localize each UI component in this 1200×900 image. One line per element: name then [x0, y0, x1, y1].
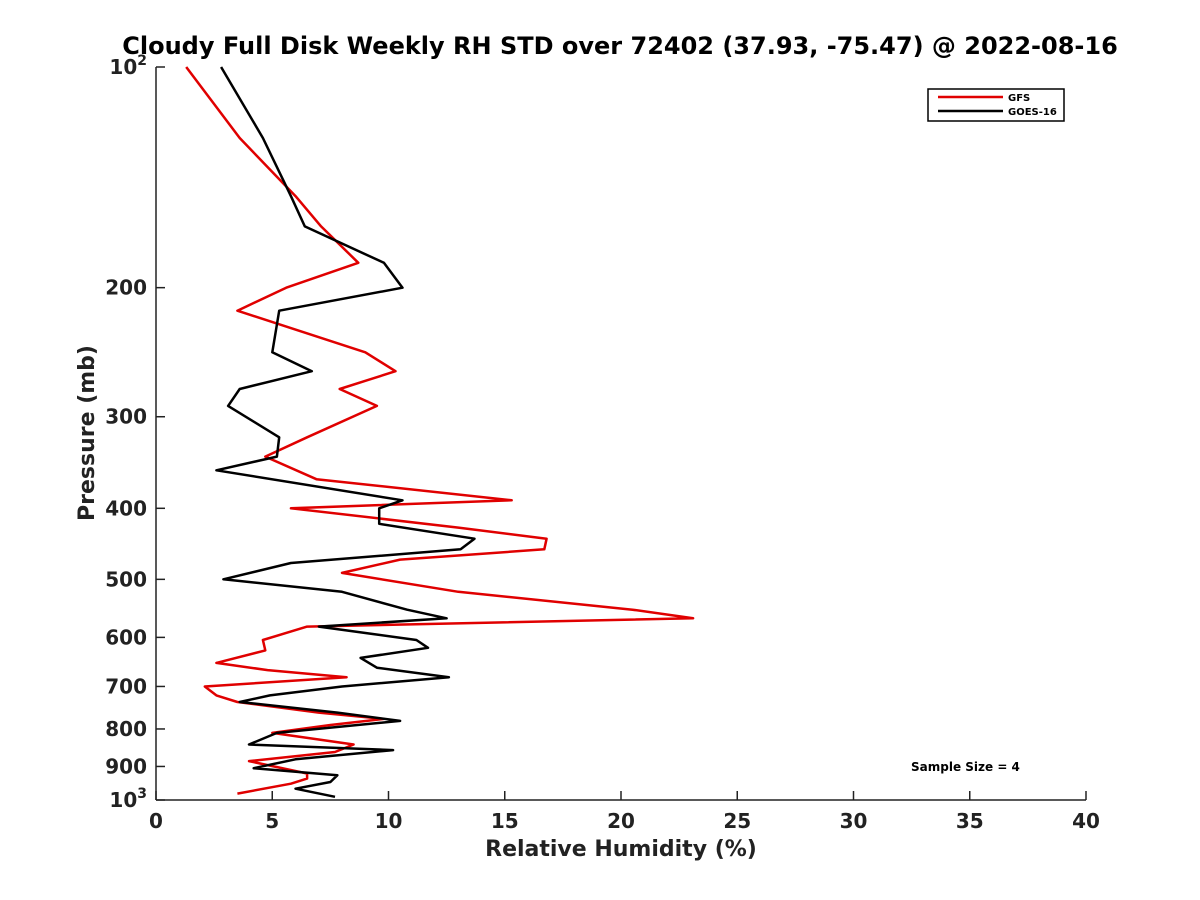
x-ticks: 0 5 10 15 20 25 30 35 40 — [149, 791, 1100, 833]
legend: GFS GOES-16 — [927, 88, 1065, 122]
series-line-goes16 — [215, 66, 476, 799]
y-tick-label: 103 — [109, 786, 147, 812]
y-tick-label: 800 — [105, 717, 147, 741]
y-tick-label: 102 — [109, 53, 147, 79]
x-tick-label: 40 — [1072, 809, 1100, 833]
y-ticks: 102 200 300 400 500 600 700 800 900 103 — [105, 53, 165, 812]
x-tick-label: 15 — [491, 809, 519, 833]
chart-title: Cloudy Full Disk Weekly RH STD over 7240… — [122, 32, 1118, 60]
y-tick-label: 600 — [105, 625, 147, 649]
x-tick-label: 0 — [149, 809, 163, 833]
series-layer — [185, 66, 695, 799]
x-tick-label: 25 — [723, 809, 751, 833]
legend-label-gfs: GFS — [1008, 93, 1030, 104]
sample-size-annotation: Sample Size = 4 — [911, 760, 1020, 774]
legend-label-goes16: GOES-16 — [1008, 107, 1057, 118]
x-tick-label: 20 — [607, 809, 635, 833]
y-tick-label: 400 — [105, 496, 147, 520]
x-axis-label: Relative Humidity (%) — [485, 837, 757, 862]
y-tick-label: 500 — [105, 567, 147, 591]
plot-background — [156, 67, 1086, 800]
y-tick-label: 900 — [105, 754, 147, 778]
y-tick-label: 700 — [105, 674, 147, 698]
legend-box — [927, 88, 1065, 122]
y-axis-label: Pressure (mb) — [75, 345, 100, 521]
y-tick-label: 200 — [105, 276, 147, 300]
x-tick-label: 35 — [956, 809, 984, 833]
x-tick-label: 10 — [375, 809, 403, 833]
x-tick-label: 30 — [840, 809, 868, 833]
x-tick-label: 5 — [265, 809, 279, 833]
y-tick-label: 300 — [105, 405, 147, 429]
